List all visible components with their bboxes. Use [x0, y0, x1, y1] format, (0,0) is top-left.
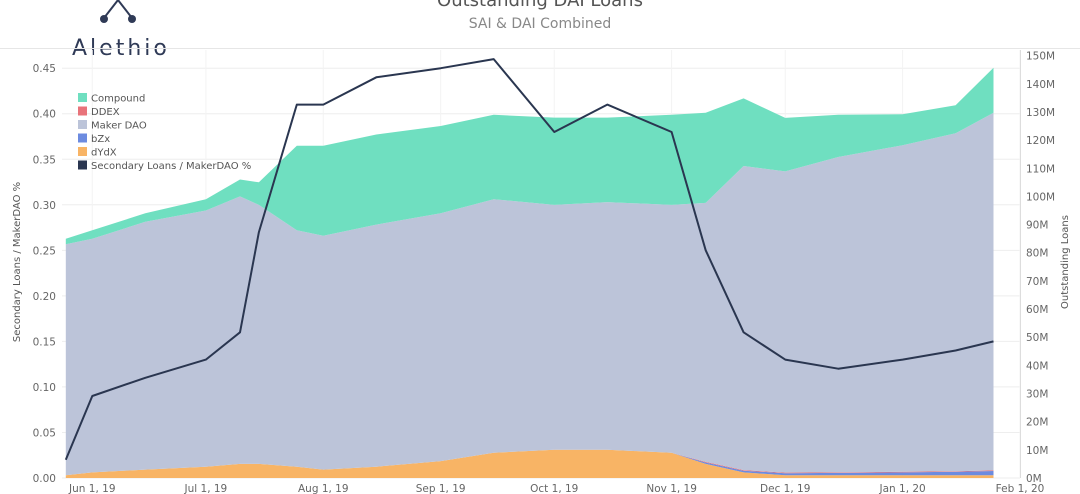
x-tick-label: Sep 1, 19: [416, 483, 466, 494]
area-dydx: [65, 449, 994, 478]
logo-mark-icon: [100, 0, 136, 23]
right-axis-label: Outstanding Loans: [1060, 215, 1071, 309]
right-tick-label: 20M: [1026, 417, 1048, 429]
legend: Compound DDEX Maker DAO bZx dYdX Secondary Lo…: [78, 93, 251, 172]
right-tick-label: 140M: [1026, 79, 1055, 91]
legend-label: DDEX: [91, 107, 120, 118]
legend-swatch: [78, 106, 87, 116]
right-axis-ticks: 0M 10M 20M 30M 40M 50M 60M 70M 80M 90M 100M 110M 120…: [1026, 51, 1055, 485]
x-tick-label: Jul 1, 19: [184, 483, 228, 494]
legend-swatch: [78, 147, 87, 156]
area-compound: [65, 67, 994, 245]
alethio-logo: Alethio: [72, 0, 167, 61]
left-tick-label: 0.35: [33, 154, 56, 166]
left-tick-label: 0.40: [33, 109, 56, 121]
legend-swatch: [78, 120, 87, 129]
right-tick-label: 30M: [1026, 389, 1048, 401]
left-tick-label: 0.05: [33, 427, 56, 439]
x-tick-label: Oct 1, 19: [530, 483, 578, 494]
right-tick-label: 60M: [1026, 304, 1048, 316]
area-bzx: [65, 449, 994, 476]
left-tick-label: 0.10: [33, 382, 56, 394]
area-maker-dao: [65, 112, 994, 476]
right-tick-label: 100M: [1026, 191, 1055, 203]
legend-swatch: [78, 93, 87, 102]
left-tick-label: 0.00: [33, 473, 56, 485]
right-tick-label: 110M: [1026, 163, 1055, 175]
right-tick-label: 90M: [1026, 220, 1048, 232]
left-axis-ticks: 0.00 0.05 0.10 0.15 0.20 0.25 0.30 0.35 0.40 0.45: [33, 63, 56, 485]
right-tick-label: 40M: [1026, 360, 1048, 372]
legend-label: Maker DAO: [91, 121, 147, 132]
legend-swatch: [78, 133, 87, 143]
ratio-line: [64, 58, 994, 461]
legend-label: dYdX: [91, 148, 117, 159]
left-tick-label: 0.25: [33, 245, 56, 257]
x-tick-label: Aug 1, 19: [298, 483, 349, 494]
right-tick-label: 50M: [1026, 332, 1048, 344]
legend-label: Secondary Loans / MakerDAO %: [91, 161, 251, 172]
ratio-line-layer: [64, 58, 994, 461]
x-tick-label: Feb 1, 20: [996, 483, 1045, 494]
x-axis-ticks: Jun 1, 19 Jul 1, 19 Aug 1, 19 Sep 1, 19 Oct …: [68, 483, 1044, 494]
stacked-areas: [65, 67, 994, 478]
x-tick-label: Dec 1, 19: [760, 483, 810, 494]
right-tick-label: 150M: [1026, 51, 1055, 63]
right-tick-label: 70M: [1026, 276, 1048, 288]
left-tick-label: 0.15: [33, 336, 56, 348]
right-tick-label: 130M: [1026, 107, 1055, 119]
right-tick-label: 0M: [1026, 473, 1042, 485]
right-tick-label: 80M: [1026, 248, 1048, 260]
x-tick-label: Jan 1, 20: [878, 483, 925, 494]
right-tick-label: 10M: [1026, 445, 1048, 457]
legend-label: Compound: [91, 94, 145, 105]
left-tick-label: 0.45: [33, 63, 56, 75]
left-axis-label: Secondary Loans / MakerDAO %: [12, 182, 23, 342]
x-tick-label: Nov 1, 19: [646, 483, 697, 494]
chart-subtitle: SAI & DAI Combined: [469, 16, 612, 32]
chart-title: Outstanding DAI Loans: [437, 0, 643, 11]
x-tick-label: Jun 1, 19: [68, 483, 115, 494]
left-tick-label: 0.30: [33, 200, 56, 212]
right-tick-label: 120M: [1026, 135, 1055, 147]
legend-swatch: [78, 160, 87, 170]
legend-label: bZx: [91, 134, 110, 145]
left-tick-label: 0.20: [33, 291, 56, 303]
